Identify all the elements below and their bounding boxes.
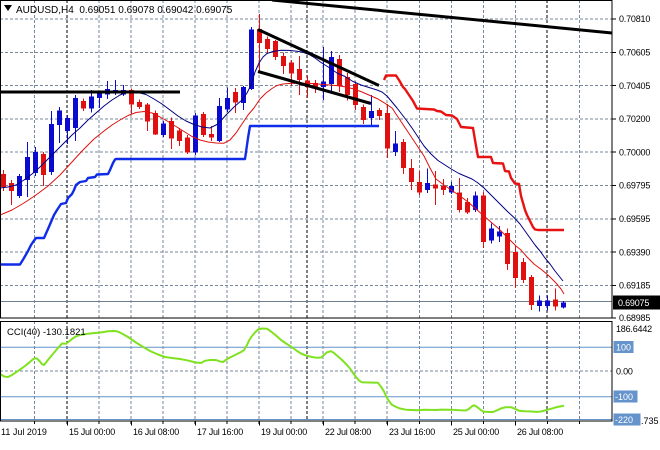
svg-text:19 Jul 00:00: 19 Jul 00:00 (261, 427, 307, 437)
svg-text:0.70405: 0.70405 (619, 81, 650, 91)
svg-text:0.00: 0.00 (616, 367, 633, 377)
svg-text:0.69390: 0.69390 (619, 247, 650, 257)
svg-text:26 Jul 08:00: 26 Jul 08:00 (517, 427, 563, 437)
svg-text:186.6442: 186.6442 (616, 324, 652, 334)
svg-text:0.70200: 0.70200 (619, 114, 650, 124)
svg-text:0.69185: 0.69185 (619, 281, 650, 291)
svg-text:15 Jul 00:00: 15 Jul 00:00 (69, 427, 115, 437)
svg-text:0.70605: 0.70605 (619, 48, 650, 58)
svg-text:0.69795: 0.69795 (619, 181, 650, 191)
svg-text:0.70810: 0.70810 (619, 14, 650, 24)
svg-text:0.70000: 0.70000 (619, 147, 650, 157)
svg-text:100: 100 (616, 343, 631, 353)
svg-text:-100: -100 (615, 392, 633, 402)
svg-text:0.69075: 0.69075 (618, 298, 649, 308)
svg-text:0.69595: 0.69595 (619, 214, 650, 224)
svg-text:22 Jul 08:00: 22 Jul 08:00 (325, 427, 371, 437)
svg-text:17 Jul 16:00: 17 Jul 16:00 (197, 427, 243, 437)
svg-text:11 Jul 2019: 11 Jul 2019 (1, 427, 47, 437)
svg-text:25 Jul 00:00: 25 Jul 00:00 (453, 427, 499, 437)
svg-text:AUDUSD,H4 0.69051 0.69078 0.6: AUDUSD,H4 0.69051 0.69078 0.69042 0.6907… (16, 5, 233, 16)
svg-text:16 Jul 08:00: 16 Jul 08:00 (133, 427, 179, 437)
svg-text:CCI(40) -130.1821: CCI(40) -130.1821 (7, 327, 86, 338)
svg-text:23 Jul 16:00: 23 Jul 16:00 (389, 427, 435, 437)
svg-text:-220: -220 (615, 415, 633, 425)
svg-text:0.68985: 0.68985 (619, 313, 650, 323)
svg-text:.735: .735 (641, 416, 659, 426)
